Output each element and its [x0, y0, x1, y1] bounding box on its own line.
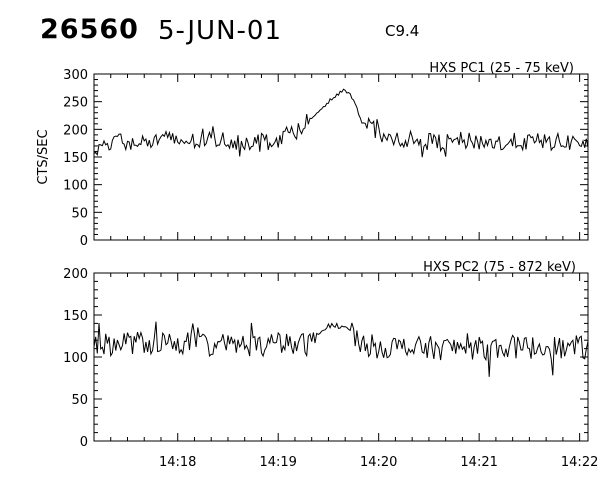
pc1-title: HXS PC1 (25 - 75 keV) — [429, 61, 574, 76]
plot-frame — [93, 73, 589, 241]
x-tick-label: 14:18 — [159, 455, 196, 470]
y-tick-label: 100 — [63, 179, 88, 194]
y-tick-label: 250 — [63, 96, 88, 111]
y-tick-label: 0 — [80, 234, 88, 249]
y-tick-label: 50 — [71, 393, 88, 408]
event-number: 26560 — [40, 14, 139, 45]
plot-frame — [93, 272, 589, 442]
pc1-panel: HXS PC1 (25 - 75 keV) CTS/SEC 0 50 100 150 2… — [36, 61, 589, 249]
goes-class-label: C9.4 — [385, 22, 420, 40]
x-tick-label: 14:20 — [360, 455, 397, 470]
y-tick-label: 0 — [80, 435, 88, 450]
y-tick-label: 150 — [63, 309, 88, 324]
y-tick-label: 200 — [63, 123, 88, 138]
x-tick-label: 14:19 — [259, 455, 296, 470]
y-tick-label: 100 — [63, 351, 88, 366]
observation-date: 5-JUN-01 — [158, 16, 282, 46]
y-tick-label: 200 — [63, 267, 88, 282]
y-tick-label: 300 — [63, 68, 88, 83]
y-tick-label: 50 — [71, 206, 88, 221]
pc2-title: HXS PC2 (75 - 872 keV) — [423, 260, 576, 275]
data-line — [93, 321, 589, 377]
x-tick-label: 14:22 — [561, 455, 598, 470]
y-tick-label: 150 — [63, 151, 88, 166]
y-axis-label: CTS/SEC — [36, 129, 51, 184]
data-line — [93, 88, 589, 158]
pc2-panel: HXS PC2 (75 - 872 keV) 0 50 100 150 200 14:18… — [63, 260, 598, 470]
x-tick-label: 14:21 — [460, 455, 497, 470]
